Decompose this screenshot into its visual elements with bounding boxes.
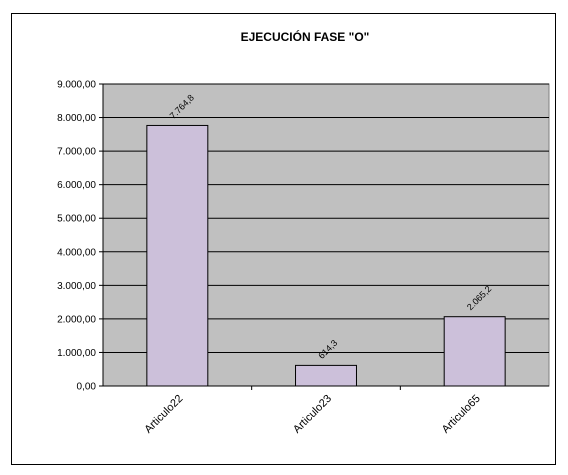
bar bbox=[295, 364, 357, 387]
y-tick-label: 6.000,00 bbox=[57, 180, 96, 191]
x-tick-label: Articulo65 bbox=[440, 393, 483, 436]
y-tick-label: 5.000,00 bbox=[57, 214, 96, 225]
y-tick-label: 9.000,00 bbox=[57, 80, 96, 91]
y-tick-label: 1.000,00 bbox=[57, 348, 96, 359]
x-tick-label: Articulo22 bbox=[142, 393, 185, 436]
y-tick-label: 2.000,00 bbox=[57, 314, 96, 325]
y-tick-label: 0,00 bbox=[77, 382, 97, 393]
y-tick-label: 3.000,00 bbox=[57, 281, 96, 292]
chart-title: EJECUCIÓN FASE "O" bbox=[241, 29, 370, 44]
bar bbox=[146, 124, 209, 387]
bar bbox=[443, 316, 506, 387]
y-tick-label: 7.000,00 bbox=[57, 147, 96, 158]
plot-area: 0,00 1.000,00 2.000,00 3.000,00 4.000,00 5.00… bbox=[57, 80, 550, 436]
x-tick-label: Articulo23 bbox=[291, 393, 334, 436]
y-tick-label: 4.000,00 bbox=[57, 247, 96, 258]
y-tick-label: 8.000,00 bbox=[57, 113, 96, 124]
